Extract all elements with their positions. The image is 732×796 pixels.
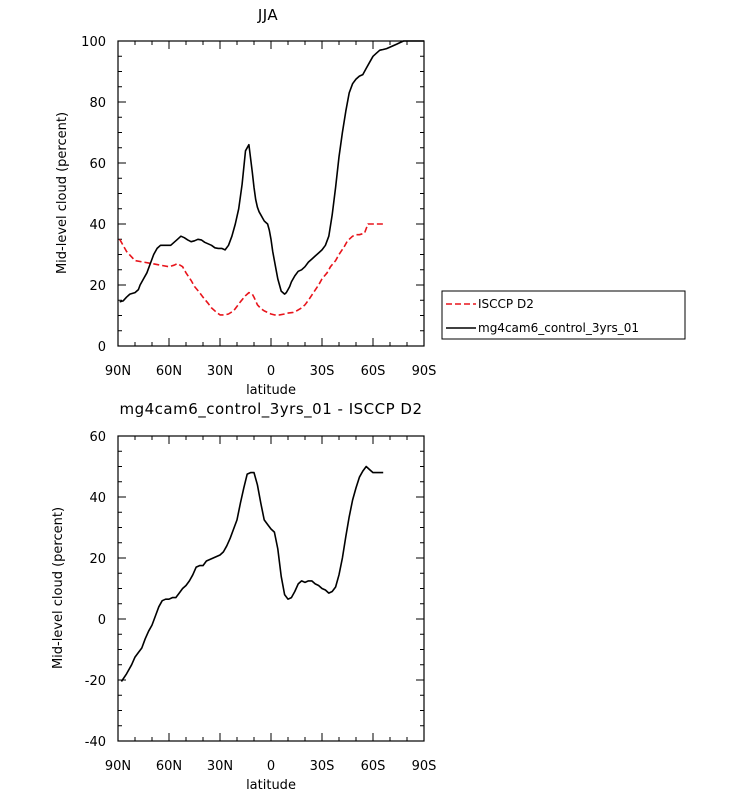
data-lines bbox=[120, 465, 384, 682]
series-line-1 bbox=[119, 40, 424, 303]
y-axis-label: Mid-level cloud (percent) bbox=[51, 507, 66, 669]
chart-title: JJA bbox=[257, 6, 279, 24]
y-tick-label: 80 bbox=[89, 96, 106, 111]
x-tick-label: 60S bbox=[361, 364, 386, 379]
chart-panel-jja: JJA 90N 60N 30N 0 30S 60S 90S 0 20 40 60 80 100 lati… bbox=[55, 6, 436, 398]
x-tick-label: 90S bbox=[412, 364, 437, 379]
plot-frame bbox=[117, 40, 425, 347]
y-tick-label: 0 bbox=[98, 340, 106, 355]
plot-frame bbox=[117, 435, 425, 742]
y-axis-label: Mid-level cloud (percent) bbox=[55, 112, 70, 274]
x-tick-label: 90N bbox=[105, 759, 131, 774]
legend-label-isccp: ISCCP D2 bbox=[478, 297, 534, 311]
x-tick-label: 60S bbox=[361, 759, 386, 774]
x-tick-label: 0 bbox=[267, 364, 275, 379]
y-tick-label: 60 bbox=[89, 430, 106, 445]
x-axis-label: latitude bbox=[246, 778, 296, 793]
y-tick-label: 40 bbox=[89, 218, 106, 233]
axis-ticks bbox=[117, 435, 425, 742]
y-tick-label: 40 bbox=[89, 491, 106, 506]
chart-panel-difference: mg4cam6_control_3yrs_01 - ISCCP D2 90N 60… bbox=[51, 400, 436, 793]
x-tick-label: 30S bbox=[310, 759, 335, 774]
x-tick-label: 30N bbox=[207, 759, 233, 774]
x-tick-label: 90N bbox=[105, 364, 131, 379]
y-tick-label: 0 bbox=[98, 613, 106, 628]
legend-box bbox=[441, 290, 686, 340]
x-tick-label: 60N bbox=[156, 759, 182, 774]
chart-title: mg4cam6_control_3yrs_01 - ISCCP D2 bbox=[119, 400, 422, 419]
x-tick-label: 30N bbox=[207, 364, 233, 379]
x-tick-label: 0 bbox=[267, 759, 275, 774]
tick-labels: 90N 60N 30N 0 30S 60S 90S -40 -20 0 20 40 60 bbox=[85, 430, 437, 774]
x-tick-label: 60N bbox=[156, 364, 182, 379]
x-tick-label: 30S bbox=[310, 364, 335, 379]
y-tick-label: -20 bbox=[85, 674, 106, 689]
x-axis-label: latitude bbox=[246, 383, 296, 398]
legend-label-model: mg4cam6_control_3yrs_01 bbox=[478, 321, 639, 335]
y-tick-label: 60 bbox=[89, 157, 106, 172]
y-tick-label: 20 bbox=[89, 552, 106, 567]
y-tick-label: -40 bbox=[85, 735, 106, 750]
data-lines bbox=[119, 40, 424, 316]
legend: ISCCP D2 mg4cam6_control_3yrs_01 bbox=[441, 290, 686, 340]
y-tick-label: 100 bbox=[81, 35, 106, 50]
series-line-0 bbox=[120, 465, 384, 682]
series-line-0 bbox=[119, 223, 384, 316]
x-tick-label: 90S bbox=[412, 759, 437, 774]
tick-labels: 90N 60N 30N 0 30S 60S 90S 0 20 40 60 80 100 bbox=[81, 35, 436, 379]
y-tick-label: 20 bbox=[89, 279, 106, 294]
axis-ticks bbox=[117, 40, 425, 347]
